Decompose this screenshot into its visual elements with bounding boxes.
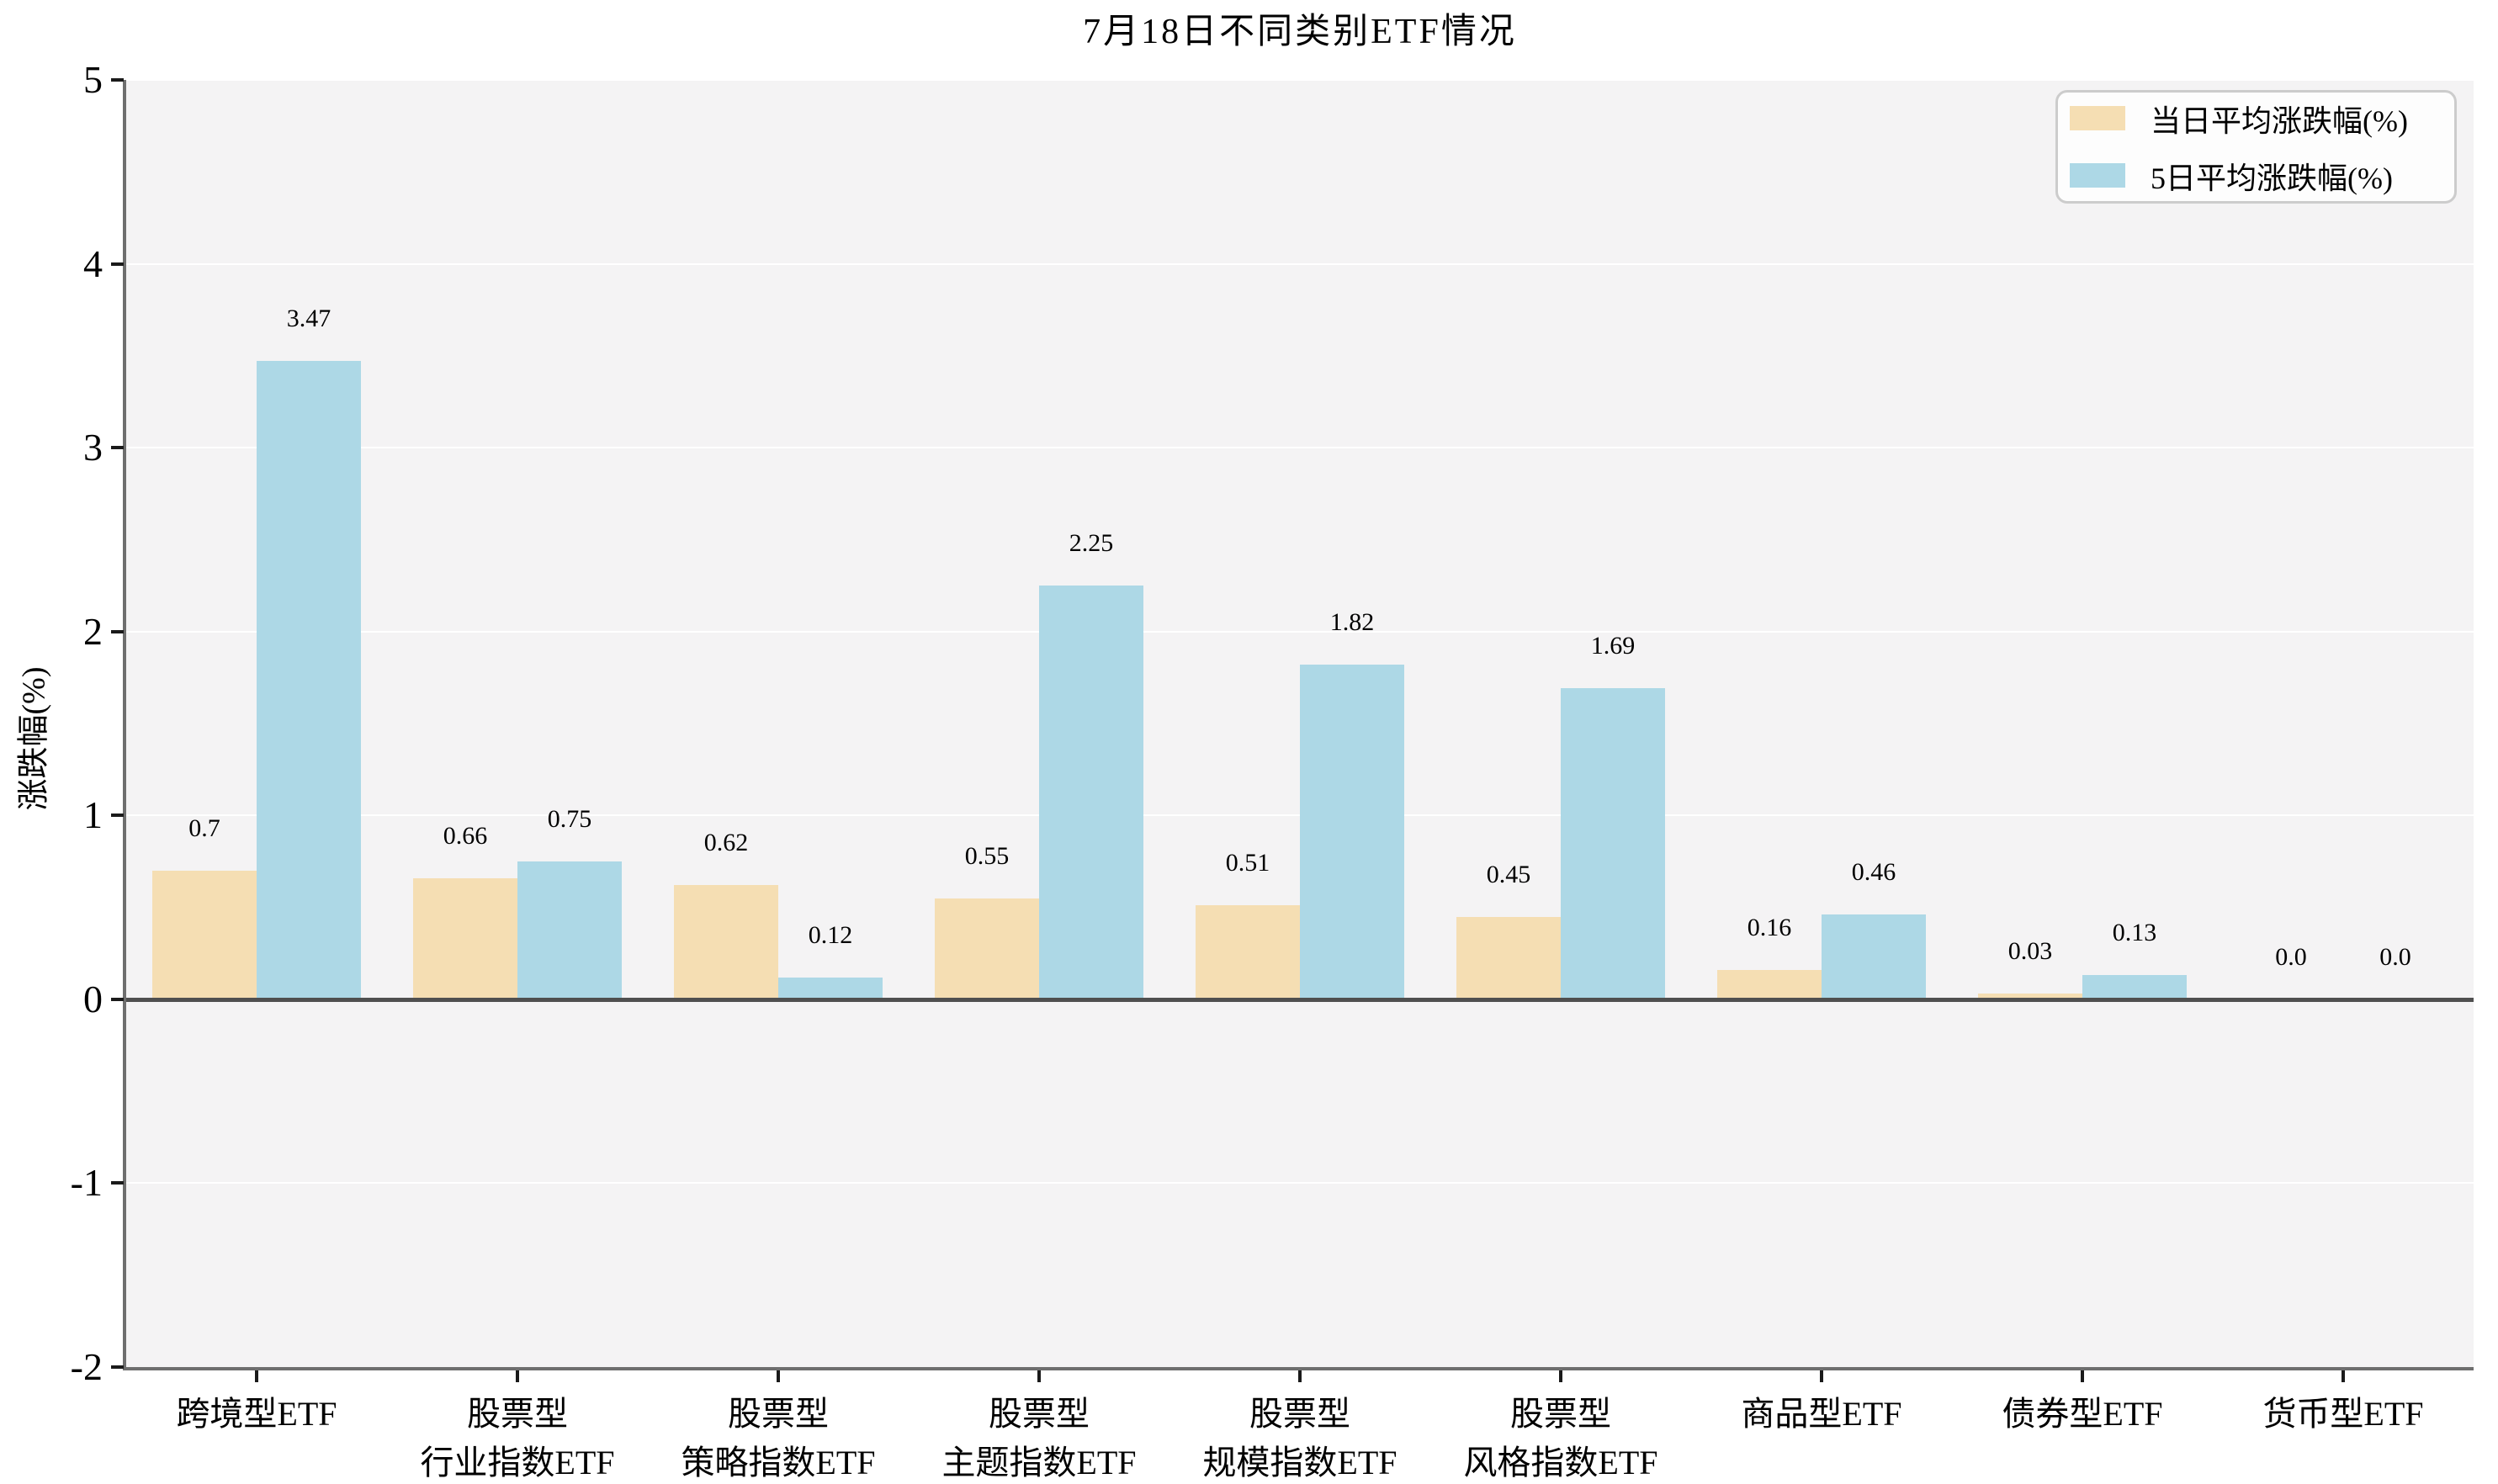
y-tick-label-2: 2: [83, 609, 103, 653]
legend-item-5day-avg: 5日平均涨跌幅(%): [2070, 154, 2454, 198]
bar-value-label: 0.13: [2112, 919, 2157, 947]
y-tick-label-4: 4: [83, 241, 103, 285]
gridline-y-1: [126, 1182, 2474, 1185]
legend: 当日平均涨跌幅(%) 5日平均涨跌幅(%): [2055, 90, 2457, 204]
bar-value-label: 0.03: [2007, 937, 2053, 966]
x-tick-label-cat5: 股票型 风格指数ETF: [1463, 1395, 1658, 1481]
x-tick-cat3: [1037, 1370, 1041, 1382]
y-tick-label-5: 5: [83, 58, 103, 101]
x-tick-cat7: [2081, 1370, 2084, 1382]
y-tick--1: [111, 1181, 124, 1185]
x-tick-label-cat0: 跨境型ETF: [176, 1395, 337, 1433]
x-tick-label-cat8: 货币型ETF: [2262, 1395, 2424, 1433]
legend-label-daily-avg: 当日平均涨跌幅(%): [2151, 103, 2408, 138]
bar-series0-cat0: [152, 870, 257, 999]
bar-value-label: 0.46: [1851, 858, 1896, 887]
y-tick-3: [111, 446, 124, 450]
bar-series0-cat7: [1978, 994, 2082, 999]
bar-value-label: 0.66: [443, 821, 488, 850]
y-tick-label--1: -1: [70, 1161, 103, 1205]
bar-value-label: 0.75: [547, 804, 592, 833]
y-tick-4: [111, 262, 124, 266]
gridline-y5: [126, 79, 2474, 81]
y-tick-label--2: -2: [70, 1345, 103, 1388]
x-tick-label-cat6: 商品型ETF: [1741, 1395, 1902, 1433]
bar-value-label: 0.0: [2275, 942, 2307, 971]
x-tick-cat1: [516, 1370, 519, 1382]
x-tick-label-cat4: 股票型 规模指数ETF: [1202, 1395, 1398, 1481]
bar-series1-cat4: [1300, 665, 1404, 999]
bar-value-label: 0.16: [1747, 913, 1792, 941]
y-tick-2: [111, 629, 124, 633]
y-axis-label: 涨跌幅(%): [16, 666, 52, 811]
plot-area: [126, 79, 2474, 1367]
x-tick-label-cat2: 股票型 策略指数ETF: [681, 1395, 876, 1481]
bar-series0-cat1: [413, 877, 517, 999]
y-tick--2: [111, 1365, 124, 1369]
bar-series0-cat5: [1456, 916, 1561, 999]
legend-item-daily-avg: 当日平均涨跌幅(%): [2070, 97, 2454, 140]
gridline-y2: [126, 630, 2474, 633]
x-tick-label-cat7: 债券型ETF: [2002, 1395, 2163, 1433]
x-tick-cat8: [2342, 1370, 2345, 1382]
bar-series1-cat3: [1039, 586, 1143, 999]
gridline-y4: [126, 262, 2474, 265]
y-tick-5: [111, 78, 124, 82]
y-tick-label-0: 0: [83, 977, 103, 1020]
bar-series0-cat4: [1196, 905, 1300, 999]
x-tick-cat5: [1559, 1370, 1562, 1382]
bar-value-label: 0.7: [188, 814, 220, 842]
legend-swatch-5day-avg: [2070, 163, 2125, 188]
bar-value-label: 1.69: [1590, 632, 1636, 660]
legend-swatch-daily-avg: [2070, 106, 2125, 130]
x-tick-cat2: [777, 1370, 780, 1382]
bar-series0-cat6: [1717, 969, 1822, 999]
chart-title: 7月18日不同类别ETF情况: [1083, 13, 1517, 51]
bar-series1-cat1: [517, 861, 622, 999]
bar-value-label: 1.82: [1329, 608, 1375, 637]
bar-value-label: 3.47: [286, 305, 331, 333]
bar-series1-cat0: [257, 361, 361, 999]
y-tick-label-3: 3: [83, 426, 103, 469]
gridline-y3: [126, 447, 2474, 449]
bar-series0-cat2: [674, 885, 778, 999]
x-axis-spine: [123, 1367, 2474, 1370]
bar-series1-cat7: [2082, 975, 2187, 999]
bar-value-label: 0.45: [1486, 860, 1531, 888]
bar-value-label: 0.12: [808, 920, 853, 949]
y-tick-label-1: 1: [83, 793, 103, 837]
legend-label-5day-avg: 5日平均涨跌幅(%): [2151, 161, 2393, 195]
x-tick-label-cat3: 股票型 主题指数ETF: [941, 1395, 1137, 1481]
x-tick-cat4: [1298, 1370, 1302, 1382]
x-tick-cat6: [1820, 1370, 1823, 1382]
x-tick-label-cat1: 股票型 行业指数ETF: [420, 1395, 615, 1481]
bar-series1-cat2: [778, 977, 883, 999]
bar-value-label: 0.55: [964, 841, 1010, 870]
bar-value-label: 2.25: [1069, 529, 1114, 558]
bar-value-label: 0.0: [2379, 942, 2411, 971]
bar-series0-cat3: [935, 898, 1039, 999]
bar-value-label: 0.62: [703, 829, 749, 857]
bar-value-label: 0.51: [1225, 849, 1270, 877]
zero-line: [126, 997, 2474, 1002]
y-tick-1: [111, 814, 124, 818]
y-axis-spine: [123, 80, 126, 1370]
x-tick-cat0: [255, 1370, 258, 1382]
y-tick-0: [111, 997, 124, 1001]
bar-series1-cat5: [1561, 688, 1665, 999]
bar-series1-cat6: [1822, 914, 1926, 999]
